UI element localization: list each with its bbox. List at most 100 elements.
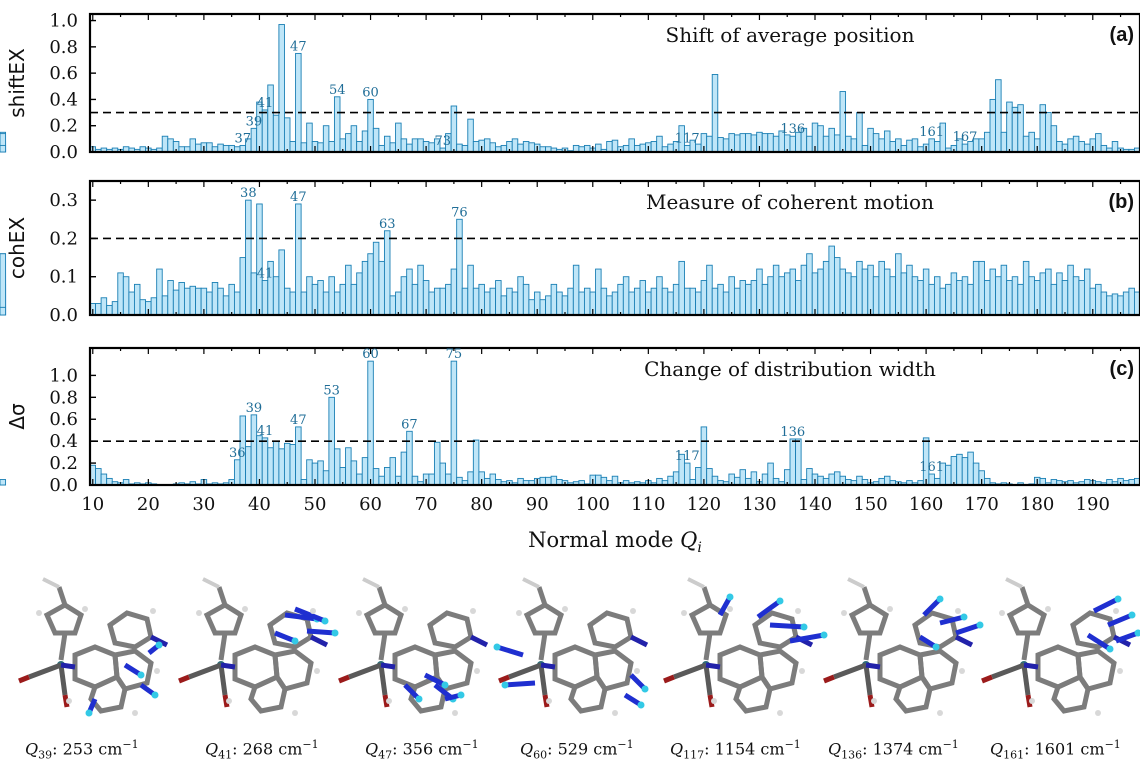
bar — [828, 127, 835, 153]
bar — [400, 451, 408, 486]
molecule-structure-image — [663, 577, 828, 716]
caption-var: Q — [520, 739, 534, 759]
x-axis-label-sub: i — [697, 540, 701, 556]
bar — [245, 199, 252, 316]
bar — [806, 253, 813, 316]
peak-label: 60 — [362, 347, 379, 362]
bar — [522, 141, 530, 153]
peak-label: 47 — [290, 190, 307, 205]
bar — [1078, 141, 1085, 153]
caption-unit-sup: −1 — [784, 738, 801, 751]
bar — [1078, 280, 1085, 316]
x-tick-label: 60 — [359, 494, 382, 515]
bar — [100, 297, 108, 316]
bond — [954, 634, 974, 648]
bar — [1067, 264, 1074, 316]
bar — [667, 143, 674, 153]
x-axis-label-text: Normal mode — [528, 528, 680, 552]
ligand-ring — [893, 673, 933, 714]
bar — [345, 264, 352, 316]
hydrogen-atom — [562, 606, 568, 612]
hydrogen-atom — [1095, 710, 1101, 716]
bar — [300, 291, 308, 316]
bond — [701, 586, 713, 606]
bar — [595, 268, 602, 316]
bar — [283, 442, 291, 486]
bar — [945, 464, 952, 486]
displacement-arrow-tip — [501, 681, 509, 689]
bar — [1050, 283, 1058, 316]
peak-label: 63 — [379, 217, 396, 232]
bar — [639, 280, 647, 316]
x-tick-label: 80 — [470, 494, 493, 515]
caption-sub: 41 — [218, 748, 233, 762]
bar — [133, 283, 141, 316]
x-tick-label: 40 — [248, 494, 271, 515]
bar — [150, 297, 158, 316]
bar — [795, 280, 802, 316]
hydrogen-atom — [516, 610, 522, 616]
bond — [178, 674, 190, 684]
bar — [545, 476, 552, 486]
bond — [823, 674, 835, 684]
bond — [536, 586, 548, 606]
bond — [540, 662, 556, 670]
bar — [861, 268, 869, 316]
caption-sub: 117 — [683, 748, 705, 762]
ligand-ring — [248, 673, 288, 714]
peak-label: 47 — [290, 413, 307, 428]
bar — [411, 283, 419, 316]
peak-label: 161 — [919, 125, 944, 140]
bar — [389, 295, 397, 316]
bar — [489, 473, 497, 486]
bar — [833, 257, 841, 316]
caption-unit-sup: −1 — [462, 738, 479, 751]
molecule-structure-image — [823, 577, 984, 716]
x-tick-label: 120 — [687, 494, 721, 515]
bar — [695, 467, 702, 486]
peak-label: 41 — [257, 424, 274, 439]
bar — [739, 469, 747, 486]
bar — [295, 203, 302, 316]
bar — [628, 138, 635, 153]
displacement-arrow-tip — [1114, 595, 1122, 603]
bar — [156, 268, 163, 316]
bar — [550, 283, 558, 316]
bond — [309, 634, 329, 648]
molecule-structure-image — [178, 577, 339, 716]
bar — [756, 268, 763, 316]
displacement-arrow-tip — [291, 637, 299, 645]
bar — [278, 249, 285, 316]
bar — [817, 268, 824, 316]
bar — [539, 299, 547, 316]
imidazole-ring — [363, 602, 404, 636]
bar — [417, 264, 424, 316]
bar — [617, 283, 624, 316]
caption-value: 1601 — [1034, 739, 1076, 759]
bar — [1111, 293, 1119, 316]
x-tick-label: 10 — [81, 494, 104, 515]
hydrogen-atom — [196, 610, 202, 616]
y-tick-label: 0.0 — [49, 142, 78, 163]
bar — [395, 122, 402, 153]
hydrogen-atom — [452, 710, 458, 716]
bar — [306, 459, 313, 486]
bar — [217, 287, 224, 316]
y-tick-label: 0.8 — [49, 387, 78, 408]
bar — [667, 291, 674, 316]
displacement-arrow-tip — [932, 643, 940, 651]
bar — [456, 218, 463, 316]
bar — [378, 260, 385, 316]
bar — [928, 473, 935, 486]
bar — [661, 287, 669, 316]
bond — [687, 577, 705, 589]
imidazole-ring — [688, 602, 729, 636]
x-axis-label: Normal mode Qi — [528, 528, 702, 556]
hydrogen-atom — [470, 608, 476, 614]
displacement-arrow-tip — [1128, 611, 1136, 619]
ligand-ring — [568, 673, 608, 714]
caption-sub: 161 — [1003, 748, 1025, 762]
bar — [511, 291, 519, 316]
bar — [361, 457, 369, 486]
hydrogen-atom — [356, 610, 362, 616]
